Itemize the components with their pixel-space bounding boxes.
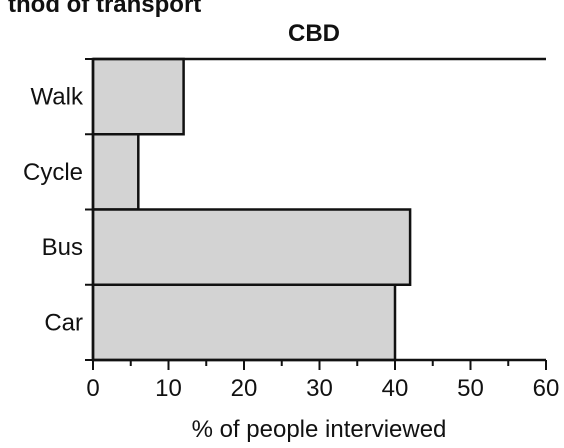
x-tick-label-50: 50 (457, 375, 484, 402)
category-label-bus: Bus (42, 234, 83, 261)
x-tick-label-60: 60 (533, 375, 560, 402)
bar-walk (91, 57, 185, 136)
x-tick-label-20: 20 (231, 375, 258, 402)
category-label-car: Car (44, 309, 83, 336)
bar-bus (91, 208, 412, 286)
x-tick-label-40: 40 (382, 375, 409, 402)
bar-car (91, 283, 397, 362)
x-ticks: 0 10 20 30 40 50 60 (86, 360, 559, 402)
x-tick-label-30: 30 (306, 375, 333, 402)
category-label-cycle: Cycle (23, 159, 83, 186)
partial-section-heading: thod of transport (8, 0, 201, 18)
x-tick-label-10: 10 (155, 375, 182, 402)
bars-group (91, 57, 412, 362)
x-axis-label: % of people interviewed (192, 416, 447, 443)
chart-title: CBD (288, 20, 340, 47)
bar-cycle (91, 133, 140, 211)
x-tick-label-0: 0 (86, 375, 99, 402)
category-labels: Walk Cycle Bus Car (23, 58, 93, 361)
category-label-walk: Walk (31, 84, 84, 111)
